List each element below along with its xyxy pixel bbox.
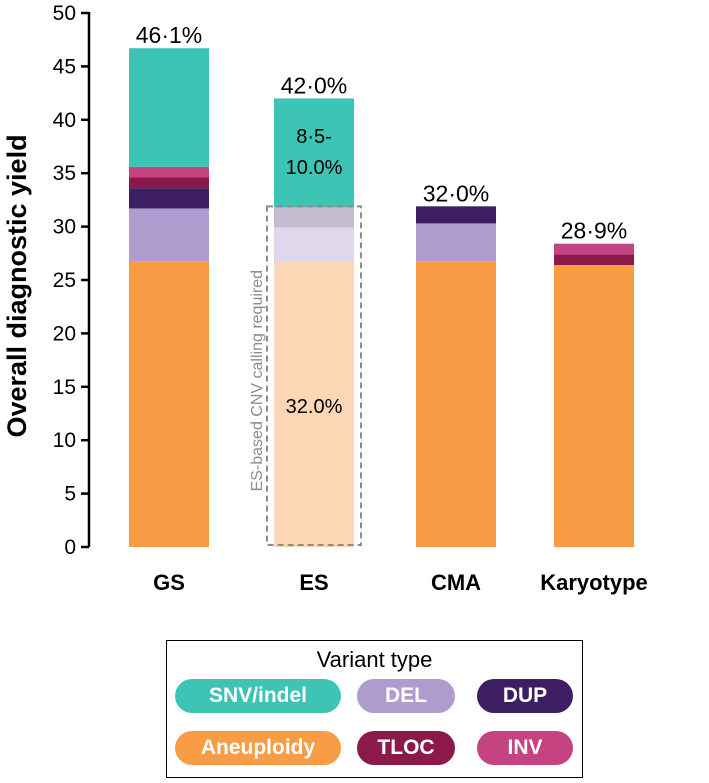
- y-axis: 0 5 10 15 20 25 30 35 40 45 50: [53, 2, 91, 559]
- total-label-es: 42·0%: [281, 72, 347, 98]
- y-tick-label-45: 45: [53, 55, 76, 78]
- legend: Variant type SNV/indel DEL DUP Aneuploid…: [166, 640, 583, 778]
- y-tick-label-40: 40: [53, 109, 76, 132]
- y-tick-label-35: 35: [53, 162, 76, 185]
- legend-snv-indel: SNV/indel: [175, 679, 341, 713]
- bar-gs-dup: [129, 188, 209, 209]
- total-label-cma: 32·0%: [423, 180, 489, 206]
- y-tick-label-15: 15: [53, 376, 76, 399]
- bar-gs-aneuploidy: [129, 261, 209, 547]
- bar-karyotype-tloc: [554, 254, 634, 266]
- y-tick-label-0: 0: [64, 536, 76, 559]
- x-tick-label-cma: CMA: [431, 570, 481, 595]
- es-cnv-box-caption: ES-based CNV calling required: [249, 270, 266, 491]
- bar-es-dup: [274, 207, 354, 228]
- bars: [129, 48, 634, 547]
- bar-gs-tloc: [129, 177, 209, 189]
- bar-gs-inv: [129, 166, 209, 178]
- labels: GS ES CMA Karyotype 46·1% 42·0% 32·0% 28·9% 8·5-…: [136, 22, 648, 595]
- es-snv-label-line2: 10.0%: [286, 157, 343, 179]
- x-tick-label-es: ES: [299, 570, 328, 595]
- es-cnv-label: 32.0%: [286, 396, 343, 418]
- y-tick-label-30: 30: [53, 216, 76, 239]
- bar-cma-del: [416, 223, 496, 262]
- legend-title: Variant type: [316, 647, 433, 672]
- y-tick-label-10: 10: [53, 429, 76, 452]
- bar-karyotype-aneuploidy: [554, 265, 634, 547]
- y-axis-title: Overall diagnostic yield: [2, 134, 32, 437]
- bar-gs-del: [129, 208, 209, 262]
- total-label-karyotype: 28·9%: [561, 218, 627, 244]
- bar-es-del: [274, 227, 354, 262]
- legend-tloc: TLOC: [357, 731, 455, 765]
- legend-dup: DUP: [477, 679, 573, 713]
- y-tick-label-5: 5: [64, 483, 76, 506]
- legend-aneuploidy: Aneuploidy: [175, 731, 341, 765]
- es-snv-label-line1: 8·5-: [296, 126, 332, 148]
- bar-es-aneuploidy: [274, 261, 354, 547]
- bar-gs-snvindel: [129, 48, 209, 167]
- y-tick-label-25: 25: [53, 269, 76, 292]
- bar-es-snvindel: [274, 98, 354, 208]
- x-tick-label-karyotype: Karyotype: [540, 570, 648, 595]
- total-label-gs: 46·1%: [136, 22, 202, 48]
- y-tick-label-20: 20: [53, 322, 76, 345]
- legend-del: DEL: [357, 679, 455, 713]
- bar-cma-aneuploidy: [416, 261, 496, 547]
- legend-inv: INV: [477, 731, 573, 765]
- stacked-bar-chart: 0 5 10 15 20 25 30 35 40 45 50 GS ES CMA Karyotype 46·…: [2, 2, 648, 595]
- x-tick-label-gs: GS: [153, 570, 185, 595]
- es-cnv-dashed-box: [266, 205, 362, 546]
- bar-karyotype-inv: [554, 243, 634, 255]
- y-tick-label-50: 50: [53, 2, 76, 25]
- bar-cma-dup: [416, 206, 496, 224]
